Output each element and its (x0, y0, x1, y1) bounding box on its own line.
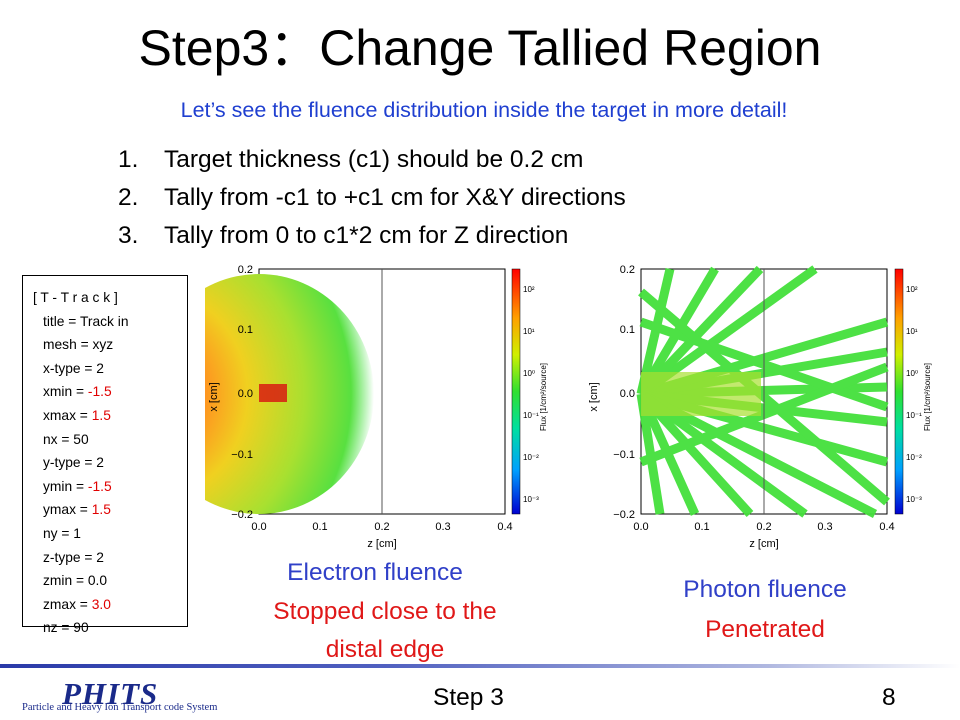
colorbar-tick: 10⁻² (523, 453, 539, 462)
step-item-2: 2. Tally from -c1 to +c1 cm for X&Y direc… (118, 184, 626, 212)
x-tick-label: 0.1 (694, 521, 709, 533)
x-tick-label: 0.3 (817, 521, 832, 533)
colorbar-label: Flux [1/cm²/source] (539, 363, 548, 431)
y-tick-label: 0.0 (238, 388, 253, 400)
slide-title: Step3：Change Tallied Region (138, 20, 822, 76)
input-line: ymax = 1.5 (43, 502, 111, 518)
x-tick-label: 0.0 (251, 521, 266, 533)
y-axis-label: x [cm] (208, 382, 220, 411)
step-item-1: 1. Target thickness (c1) should be 0.2 cm (118, 146, 583, 174)
ttrack-input-box: [ T - T r a c k ] title = Track in mesh … (22, 275, 188, 635)
phits-logo: PHITS (62, 676, 159, 711)
x-axis-label: z [cm] (367, 538, 396, 550)
input-line: zmin = 0.0 (43, 573, 108, 589)
colorbar-tick: 10⁻¹ (906, 411, 922, 420)
beam-core (259, 384, 287, 402)
input-header: [ T - T r a c k ] (33, 290, 118, 305)
colorbar-tick: 10² (906, 285, 918, 294)
input-line: nz = 90 (43, 620, 89, 636)
x-tick-label: 0.4 (497, 521, 512, 533)
y-tick-label: 0.0 (620, 388, 635, 400)
x-tick-label: 0.2 (756, 521, 771, 533)
x-tick-label: 0.0 (633, 521, 648, 533)
x-tick-label: 0.3 (435, 521, 450, 533)
x-tick-label: 0.1 (312, 521, 327, 533)
x-tick-label: 0.4 (879, 521, 894, 533)
step-text: Tally from -c1 to +c1 cm for X&Y directi… (164, 184, 626, 211)
electron-caption: Electron fluence (287, 559, 463, 586)
y-tick-label: 0.1 (238, 324, 253, 336)
input-line: x-type = 2 (43, 360, 104, 376)
colorbar-tick: 10⁰ (523, 369, 535, 378)
y-tick-label: −0.1 (231, 449, 253, 461)
step-number: 1. (118, 146, 139, 173)
step-text: Target thickness (c1) should be 0.2 cm (164, 146, 584, 173)
electron-note-line2: distal edge (325, 636, 445, 663)
photon-note: Penetrated (705, 616, 825, 643)
colorbar-tick: 10¹ (523, 327, 535, 336)
colorbar-tick: 10⁻¹ (523, 411, 539, 420)
electron-note-line1: Stopped close to the (273, 598, 497, 625)
photon-fluence-plot: 0.2 0.1 0.0 −0.1 −0.2 0.0 0.1 0.2 0.3 0.… (588, 264, 932, 550)
input-line: ymin = -1.5 (43, 478, 112, 494)
slide-subtitle: Let’s see the fluence distribution insid… (180, 98, 788, 122)
colorbar-tick: 10¹ (906, 327, 918, 336)
photon-caption: Photon fluence (683, 576, 847, 603)
input-line: mesh = xyz (43, 337, 114, 353)
colorbar-tick: 10⁻² (906, 453, 922, 462)
y-tick-label: −0.2 (231, 509, 253, 521)
x-axis-label: z [cm] (749, 538, 778, 550)
colorbar-tick: 10⁻³ (523, 495, 539, 504)
colorbar (511, 268, 521, 515)
step-number: 3. (118, 222, 139, 249)
input-line: xmin = -1.5 (43, 384, 112, 400)
x-tick-label: 0.2 (374, 521, 389, 533)
colorbar-label: Flux [1/cm²/source] (923, 363, 932, 431)
input-line: y-type = 2 (43, 455, 104, 471)
colorbar-tick: 10⁰ (906, 369, 918, 378)
footer-divider (0, 664, 960, 668)
input-line: title = Track in (43, 313, 129, 329)
phits-logo-subtitle: Particle and Heavy Ion Transport code Sy… (22, 702, 218, 713)
colorbar (894, 268, 904, 515)
step-number: 2. (118, 184, 139, 211)
y-axis-label: x [cm] (588, 382, 600, 411)
input-line: zmax = 3.0 (43, 596, 111, 612)
electron-fluence-plot: 0.2 0.1 0.0 −0.1 −0.2 0.0 0.1 0.2 0.3 0.… (205, 264, 548, 550)
page-number: 8 (882, 684, 896, 711)
input-line: z-type = 2 (43, 549, 104, 565)
y-tick-label: 0.2 (238, 264, 253, 276)
photon-core (641, 372, 761, 416)
y-tick-label: −0.1 (613, 449, 635, 461)
input-line: xmax = 1.5 (43, 407, 111, 423)
y-tick-label: 0.1 (620, 324, 635, 336)
y-tick-label: 0.2 (620, 264, 635, 276)
footer-step-label: Step 3 (433, 684, 504, 711)
input-line: nx = 50 (43, 431, 89, 447)
colorbar-tick: 10² (523, 285, 535, 294)
input-line: ny = 1 (43, 525, 81, 541)
step-item-3: 3. Tally from 0 to c1*2 cm for Z directio… (118, 222, 568, 250)
y-tick-label: −0.2 (613, 509, 635, 521)
colorbar-tick: 10⁻³ (906, 495, 922, 504)
step-text: Tally from 0 to c1*2 cm for Z direction (164, 222, 569, 249)
electron-fluence-blob (205, 274, 374, 514)
